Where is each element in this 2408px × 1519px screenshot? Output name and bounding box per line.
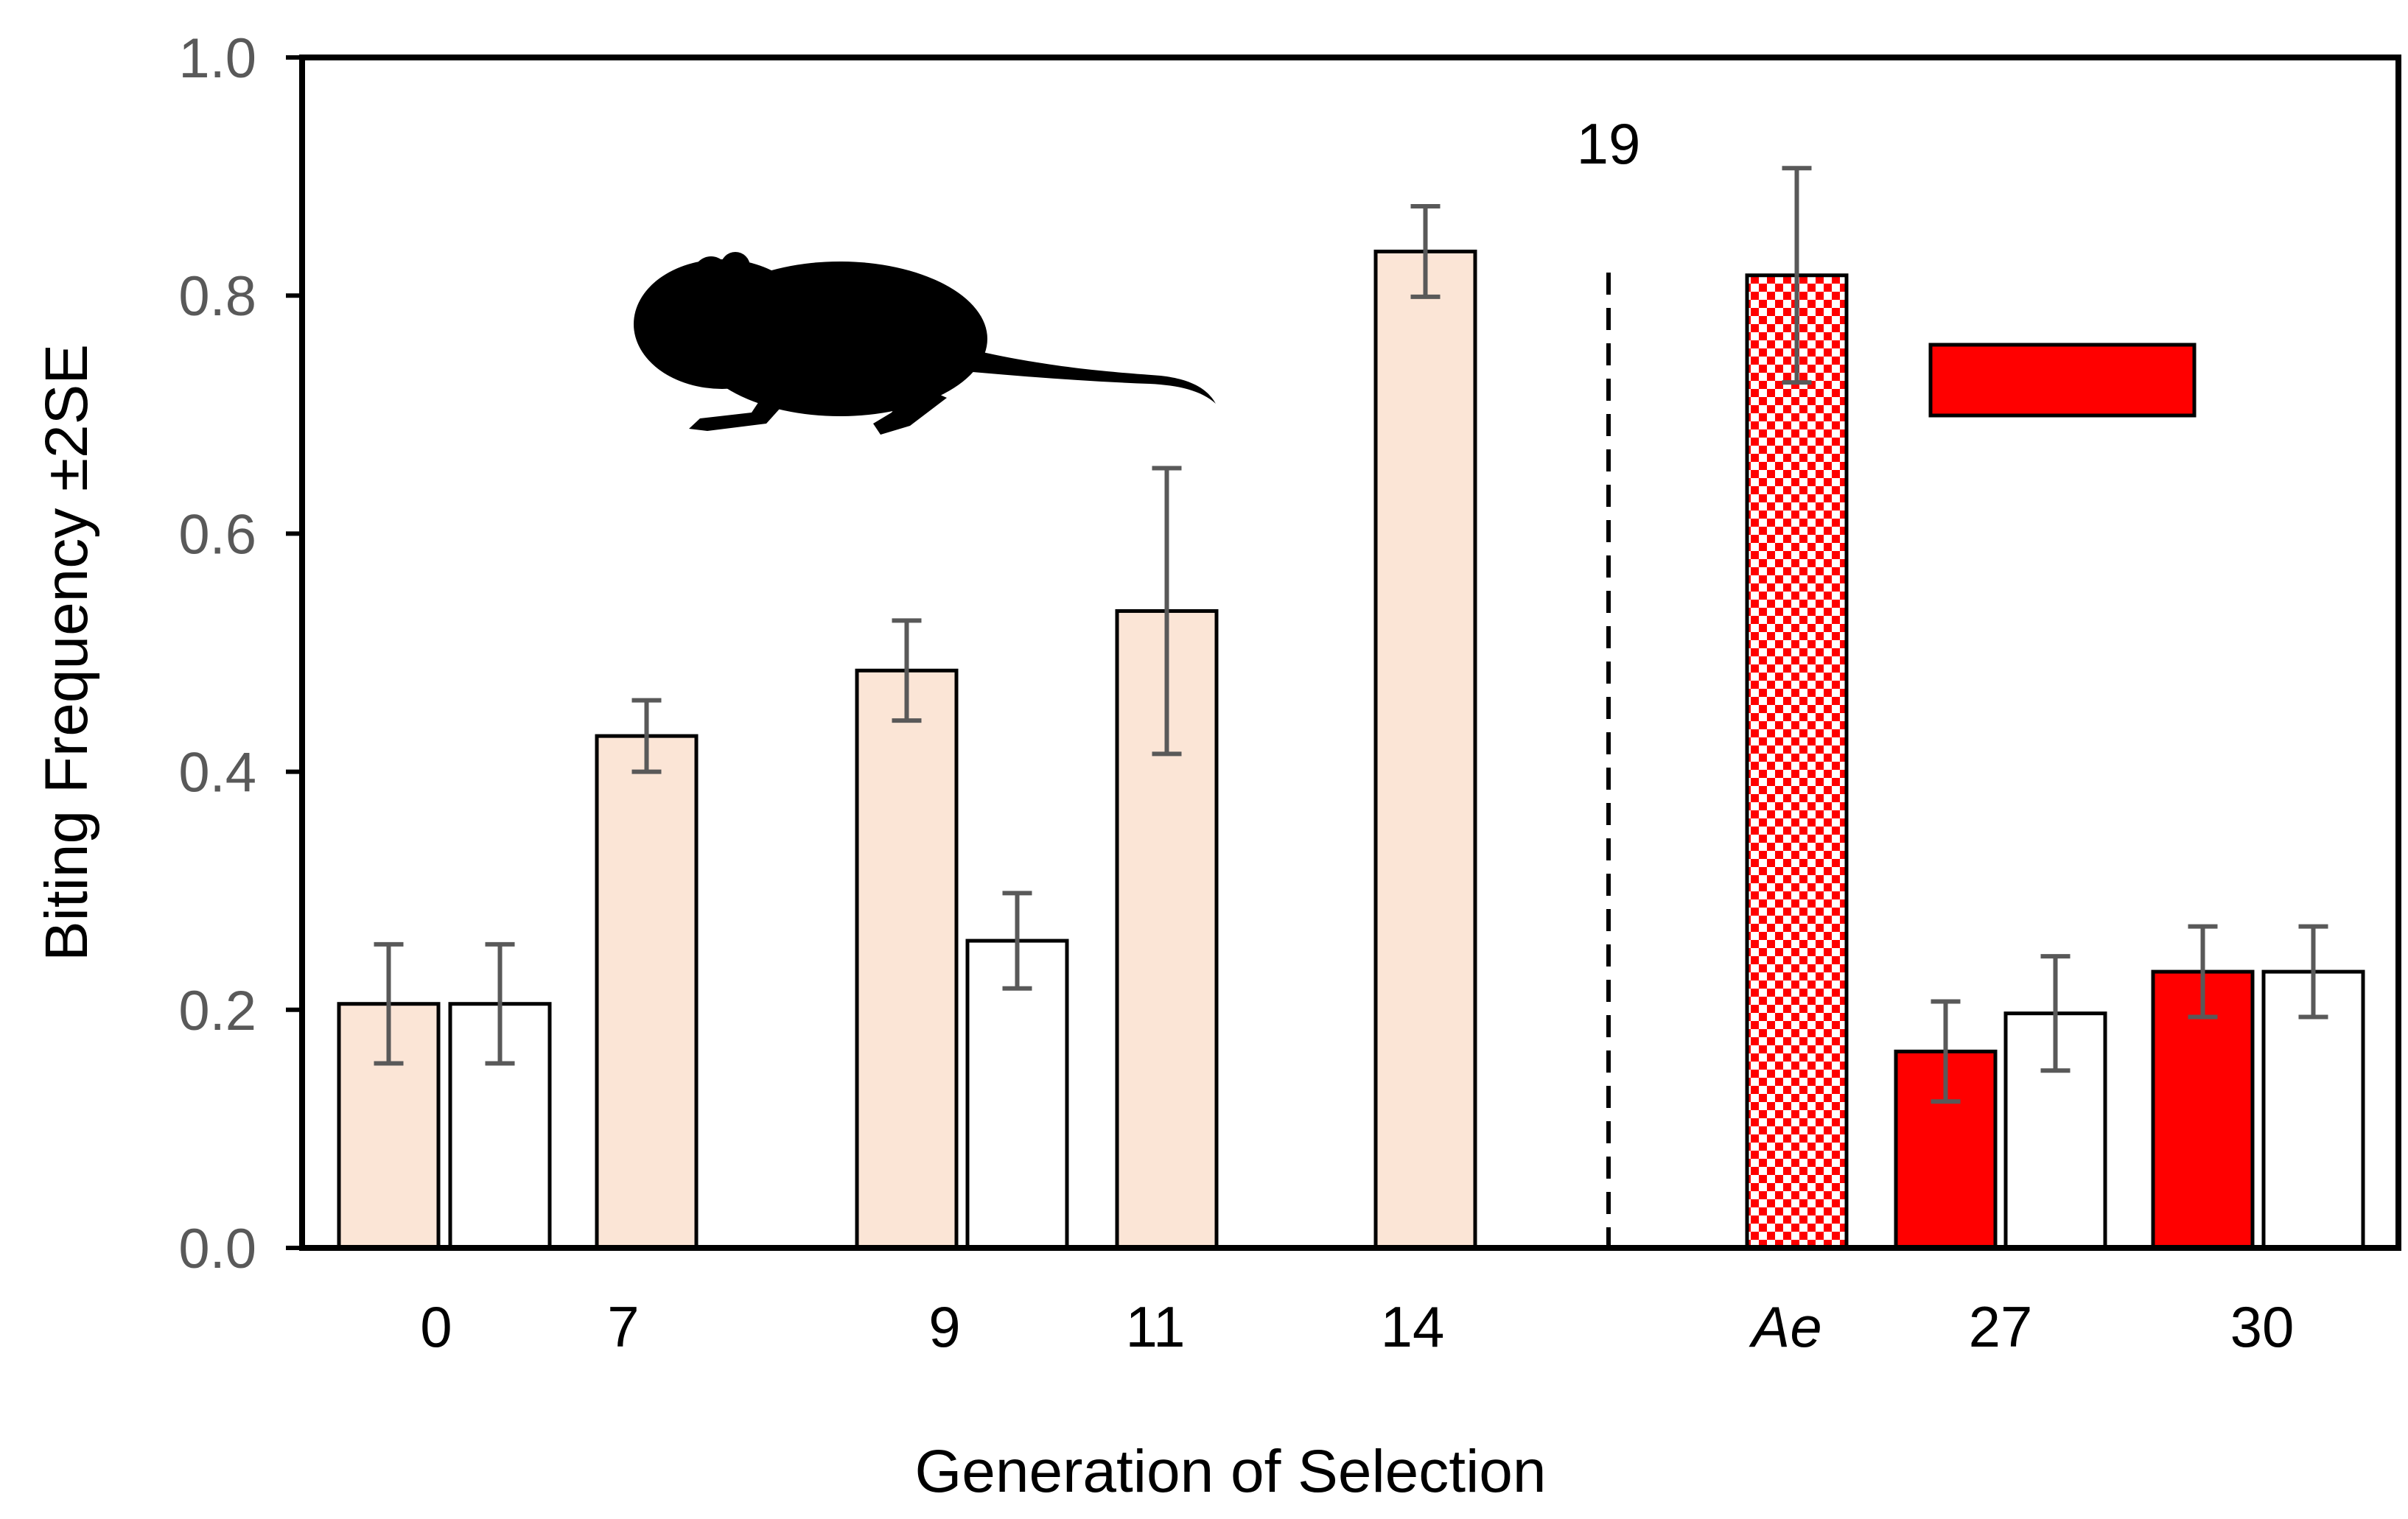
x-category-label-9: 9 bbox=[928, 1294, 960, 1359]
rat-silhouette-icon bbox=[634, 252, 1216, 435]
errorbar-14-selected bbox=[1410, 204, 1441, 299]
errorbars-layer bbox=[374, 166, 2328, 1104]
y-tick-label: 0.4 bbox=[178, 742, 256, 804]
x-category-label-14: 14 bbox=[1381, 1294, 1445, 1359]
errorbar-11-selected bbox=[1152, 466, 1182, 757]
y-axis: 0.0 0.2 0.4 0.6 0.8 1.0 bbox=[178, 27, 302, 1280]
x-category-label-0: 0 bbox=[420, 1294, 452, 1359]
x-category-label-Ae: Ae bbox=[1749, 1294, 1821, 1359]
x-category-label-7: 7 bbox=[607, 1294, 639, 1359]
errorbar-9-control bbox=[1002, 891, 1032, 991]
y-tick-label: 1.0 bbox=[178, 27, 256, 90]
errorbar-30-relaxed bbox=[2188, 924, 2218, 1020]
errorbar-27-relaxed bbox=[1931, 999, 1961, 1104]
divider-label: 19 bbox=[1577, 111, 1641, 176]
plot-frame bbox=[299, 55, 2401, 1251]
errorbar-0-selected bbox=[374, 941, 404, 1066]
y-tick-label: 0.0 bbox=[178, 1218, 256, 1280]
errorbar-27-control bbox=[2040, 954, 2071, 1073]
x-axis: 0 7 9 11 14 Ae 27 30 bbox=[420, 1294, 2294, 1359]
y-tick-label: 0.6 bbox=[178, 503, 256, 566]
errorbar-7-selected bbox=[631, 698, 662, 774]
errorbar-9-selected bbox=[892, 618, 922, 723]
bar-7-selected bbox=[595, 734, 699, 1250]
x-axis-title: Generation of Selection bbox=[915, 1438, 1547, 1505]
errorbar-Ae-ae_check bbox=[1782, 166, 1812, 385]
x-category-label-11: 11 bbox=[1126, 1294, 1186, 1359]
x-category-label-30: 30 bbox=[2230, 1294, 2295, 1359]
y-tick-label: 0.2 bbox=[178, 980, 256, 1042]
x-category-label-27: 27 bbox=[1969, 1294, 2033, 1359]
bar-Ae-ae_check bbox=[1745, 273, 1849, 1250]
bar-14-selected bbox=[1373, 249, 1477, 1250]
y-axis-title: Biting Frequency ±2SE bbox=[33, 344, 100, 961]
bar-9-selected bbox=[855, 668, 959, 1250]
errorbar-30-control bbox=[2298, 924, 2328, 1020]
errorbar-0-control bbox=[485, 941, 515, 1066]
y-tick-label: 0.8 bbox=[178, 265, 256, 328]
legend-red-swatch bbox=[1928, 343, 2197, 418]
